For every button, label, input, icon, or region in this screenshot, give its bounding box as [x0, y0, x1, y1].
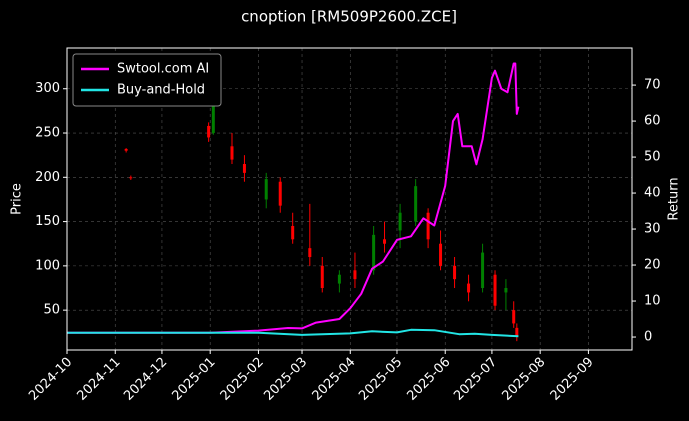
candle-body: [129, 177, 133, 179]
candle-body: [439, 243, 443, 266]
y-tick-label: 50: [43, 303, 60, 318]
candle-body: [467, 283, 471, 293]
candle-body: [426, 212, 430, 240]
candle-body: [493, 274, 497, 306]
candle-body: [504, 288, 508, 293]
y2-tick-label: 20: [644, 258, 661, 273]
y-tick-label: 100: [35, 258, 60, 273]
candle-body: [512, 310, 516, 324]
legend-box: [72, 53, 222, 107]
candle-body: [337, 274, 341, 284]
y-tick-label: 150: [35, 214, 60, 229]
candle-body: [308, 248, 312, 258]
candle-body: [242, 164, 246, 173]
candle-body: [481, 252, 485, 289]
candle-body: [278, 181, 282, 206]
chart-title: cnoption [RM509P2600.ZCE]: [241, 8, 457, 26]
y2-tick-label: 30: [644, 222, 661, 237]
candle-body: [398, 212, 402, 231]
candle-body: [124, 148, 128, 151]
y-tick-label: 250: [35, 126, 60, 141]
plot-frame: [66, 47, 633, 351]
y2-tick-label: 70: [644, 78, 661, 93]
candle-body: [320, 265, 324, 289]
candle-body: [383, 239, 387, 244]
y2-tick-label: 50: [644, 150, 661, 165]
candle-body: [372, 234, 376, 271]
candle-body: [291, 226, 295, 240]
candle-body: [230, 146, 234, 160]
candle-body: [414, 186, 418, 222]
y2-axis-label: Return: [667, 177, 682, 220]
plot-layer: [67, 62, 520, 342]
candle-body: [211, 97, 215, 134]
y2-tick-label: 40: [644, 186, 661, 201]
y2-tick-label: 0: [644, 330, 652, 345]
legend-label: Buy-and-Hold: [117, 83, 205, 98]
return-line: [67, 62, 520, 334]
candle-body: [264, 179, 268, 200]
candle-body: [515, 327, 519, 337]
y-tick-label: 200: [35, 170, 60, 185]
y-tick-label: 300: [35, 81, 60, 96]
candle-body: [353, 270, 357, 280]
legend-label: Swtool.com AI: [117, 62, 209, 77]
y2-tick-label: 10: [644, 294, 661, 309]
y2-tick-label: 60: [644, 114, 661, 129]
candle-body: [207, 125, 211, 138]
legend: Swtool.com AI Buy-and-Hold: [72, 53, 222, 107]
y-axis-label: Price: [10, 183, 25, 215]
return-line: [67, 328, 519, 338]
candle-body: [453, 265, 457, 280]
